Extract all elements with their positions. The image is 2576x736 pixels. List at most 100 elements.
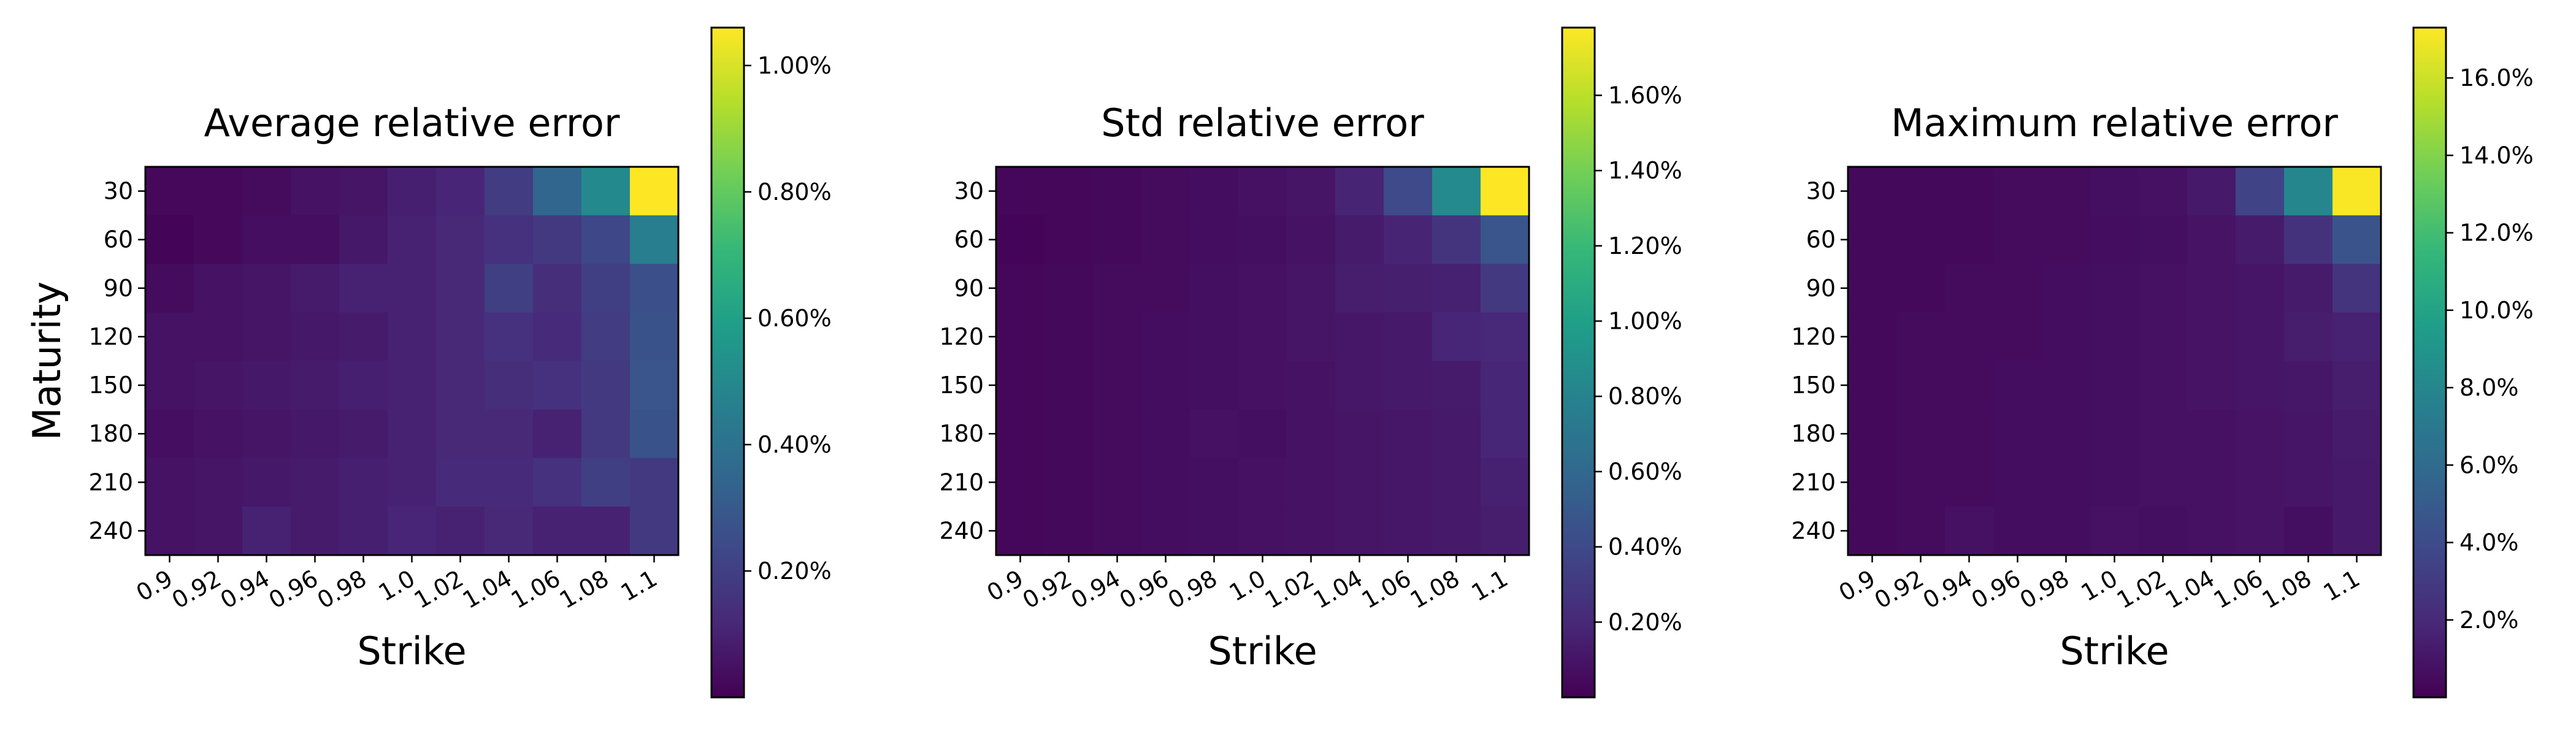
- heatmap-panel-1: Average relative error0.90.920.940.960.9…: [25, 26, 832, 699]
- heatmap-cell: [1190, 458, 1239, 507]
- heatmap-cell: [1093, 506, 1142, 556]
- heatmap-cell: [533, 458, 582, 507]
- heatmap-cell: [1384, 167, 1433, 216]
- chart-title: Std relative error: [1101, 101, 1424, 145]
- heatmap-cell: [388, 215, 437, 264]
- heatmap-cell: [2236, 312, 2285, 362]
- x-tick-label: 1.0: [374, 565, 420, 607]
- y-tick-label: 60: [104, 226, 133, 253]
- heatmap-cell: [1993, 458, 2042, 507]
- heatmap-cell: [339, 264, 388, 313]
- heatmap-cell: [2284, 506, 2333, 556]
- heatmap-cell: [2090, 458, 2139, 507]
- y-tick-label: 90: [1806, 275, 1836, 302]
- heatmap-cell: [1993, 215, 2042, 264]
- heatmap-cell: [194, 264, 243, 313]
- heatmap-cell: [533, 361, 582, 410]
- chart-title: Average relative error: [204, 101, 620, 145]
- heatmap-cell: [1432, 215, 1481, 264]
- heatmap-cell: [1287, 361, 1336, 410]
- colorbar-tick-label: 0.20%: [1608, 608, 1682, 635]
- heatmap-cell: [291, 361, 340, 410]
- heatmap-cell: [1384, 312, 1433, 362]
- heatmap-cell: [1384, 215, 1433, 264]
- heatmap-cell: [1945, 215, 1994, 264]
- heatmap-cell: [388, 506, 437, 556]
- heatmap-cell: [2090, 215, 2139, 264]
- heatmap-cell: [1481, 167, 1530, 216]
- heatmap-cell: [1141, 506, 1190, 556]
- heatmap-cell: [242, 167, 291, 216]
- heatmap-cell: [291, 312, 340, 362]
- heatmap-cell: [242, 458, 291, 507]
- y-tick-label: 120: [1791, 323, 1836, 350]
- heatmap-cell: [2236, 409, 2285, 459]
- heatmap-cell: [2187, 264, 2236, 313]
- heatmap-cell: [1287, 167, 1336, 216]
- heatmap-cell: [1335, 361, 1384, 410]
- heatmap-cell: [1432, 167, 1481, 216]
- x-tick-label: 1.1: [2319, 565, 2364, 607]
- heatmap-cell: [388, 312, 437, 362]
- heatmap-cell: [2284, 215, 2333, 264]
- heatmap-cell: [1287, 506, 1336, 556]
- heatmap-cell: [194, 506, 243, 556]
- heatmap-cell: [2090, 264, 2139, 313]
- heatmap-cell: [2333, 506, 2382, 556]
- heatmap-cell: [1384, 506, 1433, 556]
- heatmap-cell: [581, 215, 631, 264]
- heatmap-cell: [145, 458, 194, 507]
- heatmap-cell: [1945, 506, 1994, 556]
- heatmap-panel-3: Maximum relative error0.90.920.940.960.9…: [25, 26, 2534, 699]
- heatmap-cell: [2187, 409, 2236, 459]
- heatmap-cell: [1093, 215, 1142, 264]
- heatmap-cell: [996, 409, 1045, 459]
- heatmap-cell: [1093, 409, 1142, 459]
- colorbar-tick-label: 6.0%: [2459, 451, 2519, 478]
- heatmap-cell: [485, 264, 534, 313]
- heatmap-cell: [1190, 361, 1239, 410]
- heatmap-cell: [996, 167, 1045, 216]
- heatmap-cell: [1238, 506, 1287, 556]
- heatmap-cell: [1335, 215, 1384, 264]
- y-tick-label: 60: [1806, 226, 1836, 253]
- heatmap-cell: [1190, 409, 1239, 459]
- heatmap-cell: [630, 264, 679, 313]
- heatmap-cell: [1287, 458, 1336, 507]
- heatmap-cell: [1481, 312, 1530, 362]
- heatmap-cell: [485, 506, 534, 556]
- x-tick-label: 1.08: [2258, 565, 2316, 614]
- y-tick-label: 240: [939, 517, 984, 544]
- heatmap-cell: [630, 458, 679, 507]
- heatmap-cell: [1945, 409, 1994, 459]
- heatmap-cell: [2187, 167, 2236, 216]
- heatmap-cell: [2139, 458, 2188, 507]
- heatmap-cell: [630, 506, 679, 556]
- heatmap-cell: [2139, 361, 2188, 410]
- heatmap-cell: [1481, 215, 1530, 264]
- heatmap-cell: [1238, 361, 1287, 410]
- heatmap-cell: [2284, 361, 2333, 410]
- heatmap-cell: [1045, 361, 1094, 410]
- heatmap-cell: [581, 409, 631, 459]
- heatmap-cell: [1481, 409, 1530, 459]
- heatmap-cell: [581, 167, 631, 216]
- heatmap-cell: [1335, 167, 1384, 216]
- y-tick-label: 30: [104, 178, 133, 205]
- heatmap-cell: [2139, 215, 2188, 264]
- heatmap-cell: [1287, 264, 1336, 313]
- heatmap-cell: [1945, 264, 1994, 313]
- heatmap-cell: [1190, 312, 1239, 362]
- y-tick-label: 90: [954, 275, 984, 302]
- heatmap-cell: [1848, 264, 1897, 313]
- heatmap-cell: [533, 506, 582, 556]
- x-tick-label: 0.98: [313, 565, 371, 614]
- heatmap-cell: [581, 458, 631, 507]
- heatmap-cell: [533, 215, 582, 264]
- heatmap-cell: [194, 167, 243, 216]
- colorbar-tick-label: 0.60%: [1608, 458, 1682, 485]
- x-tick-label: 1.1: [1467, 565, 1512, 607]
- heatmap-cell: [2333, 361, 2382, 410]
- heatmap-cell: [145, 409, 194, 459]
- heatmap-cell: [1141, 215, 1190, 264]
